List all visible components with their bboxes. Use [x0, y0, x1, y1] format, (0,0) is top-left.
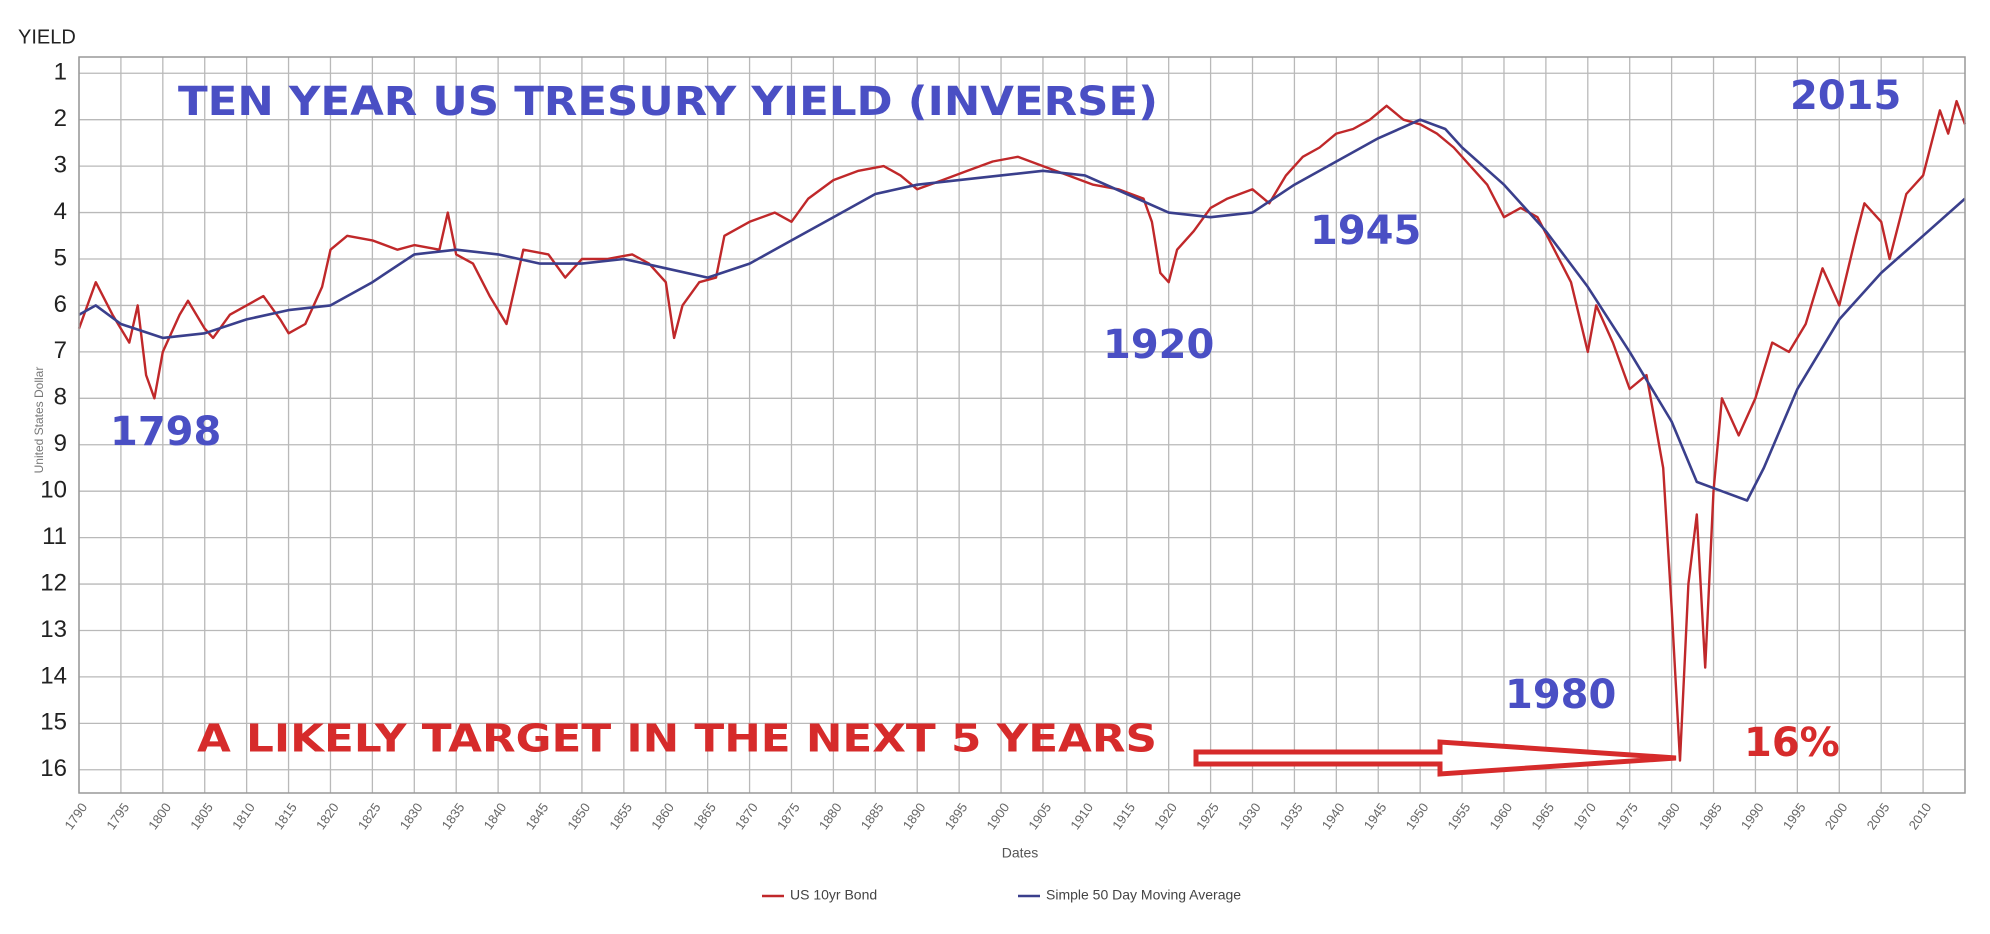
y-tick-label: 9: [54, 430, 67, 457]
x-tick-label: 2000: [1822, 800, 1851, 832]
x-tick-label: 1800: [145, 800, 174, 832]
x-tick-label: 1825: [355, 800, 384, 832]
x-tick-label: 1910: [1067, 800, 1096, 832]
arrow: [1193, 739, 1677, 777]
x-tick-label: 1920: [1151, 800, 1180, 832]
x-tick-label: 1880: [816, 800, 845, 832]
y-tick-label: 12: [40, 569, 67, 596]
x-tick-label: 1990: [1738, 800, 1767, 832]
annotation: 1920: [1103, 322, 1214, 368]
x-tick-label: 1890: [900, 800, 929, 832]
y-tick-label: 1: [54, 59, 67, 86]
x-tick-label: 1955: [1444, 800, 1473, 832]
x-tick-label: 2005: [1864, 800, 1893, 832]
x-tick-label: 1815: [271, 800, 300, 832]
x-tick-label: 1895: [942, 800, 971, 832]
annotations: TEN YEAR US TRESURY YIELD (INVERSE) 1798 1…: [110, 73, 1901, 766]
annotation: 1945: [1310, 208, 1421, 254]
lines: [77, 99, 1967, 762]
x-tick-label: 1925: [1193, 800, 1222, 832]
y-tick-label: 13: [40, 616, 67, 643]
y-tick-label: 3: [54, 151, 67, 178]
x-tick-label: 1855: [606, 800, 635, 832]
x-tick-label: 1950: [1403, 800, 1432, 832]
x-tick-label: 1860: [648, 800, 677, 832]
x-tick-label: 1985: [1696, 800, 1725, 832]
x-tick-label: 1830: [397, 800, 426, 832]
x-tick-label: 1935: [1277, 800, 1306, 832]
y-tick-label: 4: [54, 198, 67, 225]
annotation: 16%: [1744, 720, 1840, 766]
y-tick-label: 15: [40, 709, 67, 736]
y-tick-label: 11: [42, 523, 67, 550]
plot-frame: [78, 56, 1966, 794]
annotation: A LIKELY TARGET IN THE NEXT 5 YEARS: [197, 717, 1157, 761]
x-tick-label: 1885: [858, 800, 887, 832]
x-tick-label: 1965: [1528, 800, 1557, 832]
x-tick-label: 1980: [1654, 800, 1683, 832]
x-axis-label: Dates: [1002, 845, 1039, 861]
x-tick-label: 1915: [1109, 800, 1138, 832]
y-tick-label: 6: [54, 291, 67, 318]
x-tick-label: 2010: [1905, 800, 1934, 832]
x-tick-label: 1850: [564, 800, 593, 832]
y-tick-label: 2: [54, 105, 67, 132]
x-tick-label: 1875: [774, 800, 803, 832]
x-tick-label: 1835: [439, 800, 468, 832]
legend: US 10yr Bond Simple 50 Day Moving Average: [762, 887, 1241, 903]
x-tick-label: 1995: [1780, 800, 1809, 832]
series-line: [78, 118, 1966, 502]
x-tick-label: 1795: [103, 800, 132, 832]
y-tick-label: 10: [40, 477, 67, 504]
x-tick-label: 1900: [983, 800, 1012, 832]
legend-label: Simple 50 Day Moving Average: [1046, 887, 1241, 903]
series-line: [77, 99, 1967, 762]
annotation: 1980: [1505, 672, 1616, 718]
x-tick-label: 1820: [313, 800, 342, 832]
x-tick-label: 1960: [1486, 800, 1515, 832]
y-axis-label: United States Dollar: [32, 367, 46, 474]
legend-label: US 10yr Bond: [790, 887, 877, 903]
annotation: 2015: [1790, 73, 1901, 119]
x-tick-label: 1865: [690, 800, 719, 832]
annotation: 1798: [110, 409, 221, 455]
x-tick-label: 1810: [229, 800, 258, 832]
x-tick-label: 1970: [1570, 800, 1599, 832]
x-tick-label: 1930: [1235, 800, 1264, 832]
x-tick-label: 1870: [732, 800, 761, 832]
y-tick-label: 8: [54, 384, 67, 411]
x-tick-label: 1905: [1025, 800, 1054, 832]
x-tick-label: 1840: [481, 800, 510, 832]
x-tick-label: 1975: [1612, 800, 1641, 832]
y-tick-label: 14: [40, 662, 67, 689]
x-tick-label: 1805: [187, 800, 216, 832]
y-label-top: YIELD: [18, 26, 76, 48]
x-tick-label: 1845: [522, 800, 551, 832]
y-tick-label: 5: [54, 244, 67, 271]
x-tick-label: 1790: [61, 800, 90, 832]
x-tick-label: 1945: [1361, 800, 1390, 832]
y-tick-label: 16: [40, 755, 67, 782]
x-tick-label: 1940: [1319, 800, 1348, 832]
annotation: TEN YEAR US TRESURY YIELD (INVERSE): [178, 79, 1158, 125]
y-tick-label: 7: [54, 337, 67, 364]
